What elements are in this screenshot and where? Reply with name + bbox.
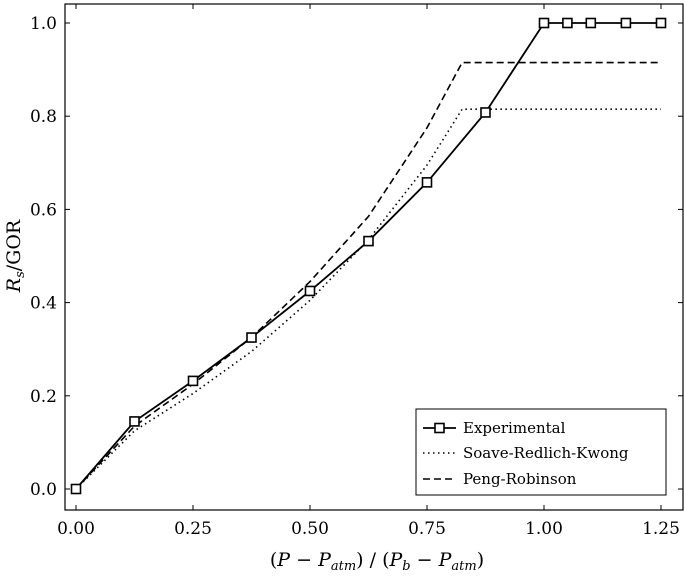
data-point-marker: [363, 235, 374, 247]
legend-label: Soave-Redlich-Kwong: [463, 444, 629, 462]
series-line-soave-redlich-kwong: [75, 108, 661, 490]
y-tick-label: 0.2: [30, 387, 57, 407]
x-tick-label: 0.00: [57, 519, 95, 539]
y-tick-label: 0.8: [30, 107, 57, 127]
data-point-marker: [480, 107, 491, 118]
series-line-peng-robinson: [75, 61, 661, 490]
data-point-marker: [304, 285, 316, 297]
data-point-marker: [620, 17, 632, 29]
data-point-marker: [562, 17, 573, 29]
legend-marker: [434, 422, 445, 434]
x-tick-label: 1.25: [642, 519, 680, 539]
x-axis-ticks: 0.00 0.25 0.50 0.75 1.00 1.25: [57, 4, 680, 539]
data-point-marker: [246, 332, 257, 343]
y-axis-ticks: 0.0 0.2 0.4 0.6 0.8 1.0: [30, 14, 683, 500]
x-tick-label: 0.25: [174, 519, 212, 539]
data-point-marker: [538, 17, 550, 29]
legend: Experimental Soave-Redlich-Kwong Peng-Robi…: [415, 408, 667, 496]
y-tick-label: 1.0: [30, 14, 57, 34]
legend-label: Experimental: [463, 419, 566, 437]
legend-box: [415, 408, 667, 496]
y-tick-label: 0.4: [30, 294, 57, 314]
data-point-marker: [70, 483, 82, 495]
plot-frame: [64, 3, 684, 511]
data-point-marker: [129, 416, 140, 427]
data-point-marker: [655, 17, 667, 29]
data-point-marker: [585, 17, 597, 29]
y-axis-label: Rs/GOR: [3, 219, 28, 293]
x-tick-label: 1.00: [525, 519, 563, 539]
plot-markers: [70, 17, 667, 495]
x-tick-label: 0.75: [408, 519, 446, 539]
data-point-marker: [421, 177, 433, 188]
y-tick-label: 0.6: [30, 200, 57, 220]
data-point-marker: [187, 375, 199, 387]
legend-label: Peng-Robinson: [463, 470, 577, 488]
x-tick-label: 0.50: [291, 519, 329, 539]
x-axis-label: (P − Patm) / (Pb − Patm): [270, 549, 484, 574]
y-tick-label: 0.0: [30, 480, 57, 500]
